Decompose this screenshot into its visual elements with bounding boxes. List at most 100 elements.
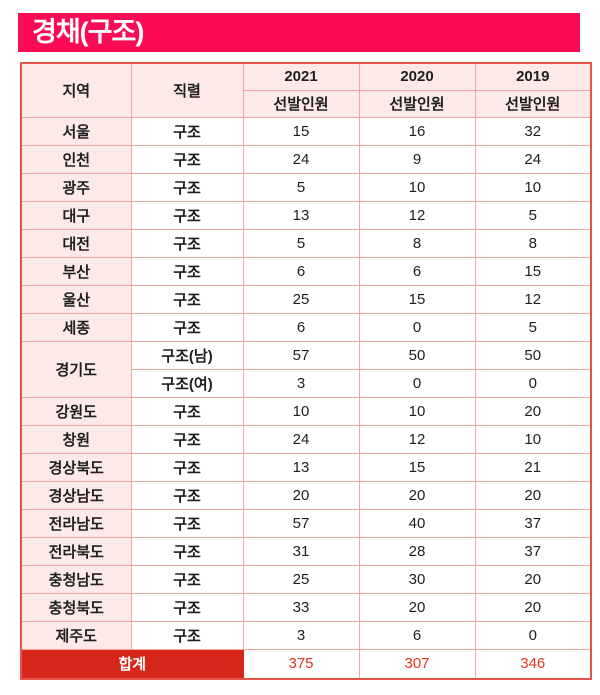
value-cell-2021: 25	[242, 564, 360, 594]
region-cell: 충청북도	[20, 592, 132, 622]
value-cell-2019: 20	[474, 592, 592, 622]
value-cell-2020: 28	[358, 536, 476, 566]
value-cell-2019: 20	[474, 396, 592, 426]
region-cell: 울산	[20, 284, 132, 314]
value-cell-2019: 5	[474, 200, 592, 230]
region-cell: 경상남도	[20, 480, 132, 510]
series-cell: 구조	[130, 228, 244, 258]
value-cell-2019: 32	[474, 116, 592, 146]
table-row: 전라남도 구조 57 40 37	[20, 508, 592, 538]
value-cell-2020: 20	[358, 480, 476, 510]
region-cell: 창원	[20, 424, 132, 454]
series-cell: 구조	[130, 424, 244, 454]
value-cell-2020: 0	[358, 312, 476, 342]
value-cell-2021: 3	[242, 620, 360, 650]
region-cell: 전라남도	[20, 508, 132, 538]
total-row: 합계 375 307 346	[20, 648, 592, 680]
region-cell: 경기도	[20, 340, 132, 398]
value-cell-2021: 24	[242, 424, 360, 454]
page-title: 경채(구조)	[32, 17, 144, 47]
value-cell-2020: 8	[358, 228, 476, 258]
table-row: 대구 구조 13 12 5	[20, 200, 592, 230]
table-row: 울산 구조 25 15 12	[20, 284, 592, 314]
value-cell-2021: 25	[242, 284, 360, 314]
value-cell-2021: 6	[242, 256, 360, 286]
value-cell-2021: 5	[242, 228, 360, 258]
series-cell: 구조	[130, 480, 244, 510]
value-cell-2019: 37	[474, 536, 592, 566]
col-header-year-2019: 2019	[474, 62, 592, 91]
region-cell: 충청남도	[20, 564, 132, 594]
series-cell: 구조	[130, 396, 244, 426]
table-row: 부산 구조 6 6 15	[20, 256, 592, 286]
table-header: 지역 직렬 2021 2020 2019 선발인원 선발인원 선발인원	[20, 62, 592, 118]
series-cell: 구조	[130, 172, 244, 202]
series-cell: 구조	[130, 200, 244, 230]
value-cell-2020: 6	[358, 620, 476, 650]
value-cell-2021: 20	[242, 480, 360, 510]
col-header-year-2021: 2021	[242, 62, 360, 91]
value-cell-2021: 24	[242, 144, 360, 174]
col-subheader-2019: 선발인원	[474, 89, 592, 118]
value-cell-2019: 50	[474, 340, 592, 370]
value-cell-2019: 0	[474, 368, 592, 398]
col-header-series: 직렬	[130, 62, 244, 118]
series-cell: 구조(여)	[130, 368, 244, 398]
value-cell-2019: 37	[474, 508, 592, 538]
table-footer: 합계 375 307 346	[20, 648, 592, 680]
series-cell: 구조	[130, 312, 244, 342]
col-header-region: 지역	[20, 62, 132, 118]
region-cell: 제주도	[20, 620, 132, 650]
value-cell-2021: 3	[242, 368, 360, 398]
region-cell: 인천	[20, 144, 132, 174]
value-cell-2020: 15	[358, 452, 476, 482]
value-cell-2019: 15	[474, 256, 592, 286]
region-cell: 부산	[20, 256, 132, 286]
series-cell: 구조	[130, 508, 244, 538]
value-cell-2019: 8	[474, 228, 592, 258]
table-row: 대전 구조 5 8 8	[20, 228, 592, 258]
value-cell-2021: 15	[242, 116, 360, 146]
series-cell: 구조	[130, 536, 244, 566]
table-row: 구조(여) 3 0 0	[21, 368, 592, 398]
header-row-sub: 선발인원 선발인원 선발인원	[21, 89, 592, 118]
value-cell-2021: 57	[242, 508, 360, 538]
value-cell-2019: 5	[474, 312, 592, 342]
table-body: 서울 구조 15 16 32 인천 구조 24 9 24 광주 구조 5 10 10 대구 구조 13 12 5 대전 구…	[20, 116, 592, 650]
series-cell: 구조	[130, 564, 244, 594]
value-cell-2021: 13	[242, 452, 360, 482]
table-row: 세종 구조 6 0 5	[20, 312, 592, 342]
table-row: 인천 구조 24 9 24	[20, 144, 592, 174]
value-cell-2019: 24	[474, 144, 592, 174]
value-cell-2019: 10	[474, 424, 592, 454]
region-cell: 세종	[20, 312, 132, 342]
series-cell: 구조	[130, 256, 244, 286]
col-subheader-2021: 선발인원	[242, 89, 360, 118]
table-row: 충청남도 구조 25 30 20	[20, 564, 592, 594]
value-cell-2020: 50	[358, 340, 476, 370]
value-cell-2021: 33	[242, 592, 360, 622]
value-cell-2020: 10	[358, 172, 476, 202]
table-row: 충청북도 구조 33 20 20	[20, 592, 592, 622]
value-cell-2020: 0	[358, 368, 476, 398]
value-cell-2020: 12	[358, 200, 476, 230]
col-subheader-2020: 선발인원	[358, 89, 476, 118]
table-row: 서울 구조 15 16 32	[20, 116, 592, 146]
total-value-2019: 346	[474, 648, 592, 680]
value-cell-2021: 31	[242, 536, 360, 566]
series-cell: 구조	[130, 284, 244, 314]
region-cell: 전라북도	[20, 536, 132, 566]
value-cell-2020: 40	[358, 508, 476, 538]
value-cell-2019: 20	[474, 564, 592, 594]
value-cell-2020: 30	[358, 564, 476, 594]
region-cell: 경상북도	[20, 452, 132, 482]
value-cell-2020: 15	[358, 284, 476, 314]
region-cell: 대전	[20, 228, 132, 258]
table-row: 경기도 구조(남) 57 50 50	[20, 340, 592, 398]
title-banner: 경채(구조)	[18, 13, 580, 52]
value-cell-2020: 6	[358, 256, 476, 286]
value-cell-2021: 5	[242, 172, 360, 202]
table-row: 제주도 구조 3 6 0	[20, 620, 592, 650]
table-row: 창원 구조 24 12 10	[20, 424, 592, 454]
